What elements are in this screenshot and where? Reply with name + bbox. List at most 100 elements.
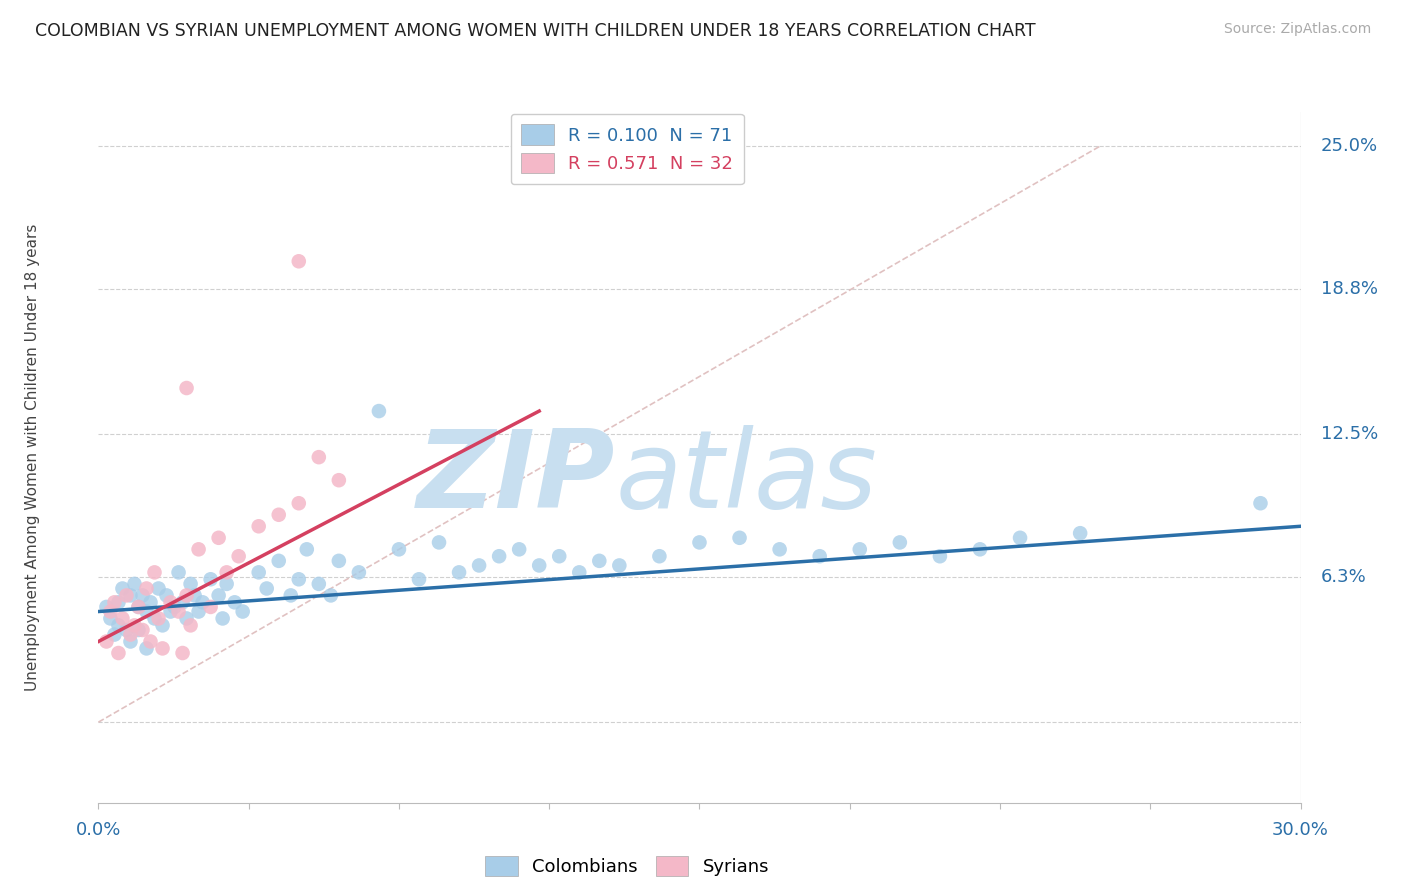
Point: [319, 589, 342, 603]
Point: [111, 611, 134, 625]
Point: [183, 589, 205, 603]
Point: [529, 558, 551, 573]
Point: [215, 566, 238, 580]
Point: [187, 605, 209, 619]
Point: [347, 566, 370, 580]
Text: 0.0%: 0.0%: [76, 822, 121, 839]
Point: [124, 618, 146, 632]
Text: atlas: atlas: [616, 425, 877, 531]
Legend: Colombians, Syrians: Colombians, Syrians: [478, 848, 776, 884]
Point: [488, 549, 510, 564]
Point: [328, 554, 350, 568]
Point: [120, 589, 142, 603]
Point: [187, 542, 209, 557]
Point: [768, 542, 790, 557]
Point: [120, 627, 142, 641]
Point: [568, 566, 591, 580]
Point: [176, 589, 198, 603]
Point: [167, 566, 190, 580]
Point: [167, 605, 190, 619]
Point: [648, 549, 671, 564]
Point: [408, 572, 430, 586]
Point: [163, 599, 186, 614]
Point: [280, 589, 302, 603]
Point: [124, 577, 146, 591]
Point: [148, 611, 170, 625]
Point: [96, 634, 118, 648]
Point: [287, 496, 309, 510]
Point: [427, 535, 450, 549]
Point: [128, 599, 150, 614]
Point: [115, 589, 138, 603]
Point: [224, 595, 246, 609]
Point: [180, 577, 202, 591]
Point: [368, 404, 391, 418]
Point: [208, 531, 231, 545]
Point: [143, 566, 166, 580]
Text: 12.5%: 12.5%: [1320, 425, 1378, 443]
Text: Unemployment Among Women with Children Under 18 years: Unemployment Among Women with Children U…: [25, 224, 39, 690]
Point: [808, 549, 831, 564]
Point: [1250, 496, 1272, 510]
Point: [143, 611, 166, 625]
Point: [232, 605, 254, 619]
Point: [287, 254, 309, 268]
Point: [152, 618, 174, 632]
Point: [328, 473, 350, 487]
Point: [120, 634, 142, 648]
Text: 18.8%: 18.8%: [1320, 280, 1378, 298]
Point: [388, 542, 411, 557]
Text: COLOMBIAN VS SYRIAN UNEMPLOYMENT AMONG WOMEN WITH CHILDREN UNDER 18 YEARS CORREL: COLOMBIAN VS SYRIAN UNEMPLOYMENT AMONG W…: [35, 22, 1036, 40]
Point: [135, 641, 157, 656]
Point: [308, 577, 330, 591]
Point: [131, 589, 153, 603]
Text: 6.3%: 6.3%: [1320, 568, 1367, 586]
Point: [969, 542, 991, 557]
Point: [100, 611, 122, 625]
Point: [200, 599, 222, 614]
Point: [728, 531, 751, 545]
Point: [468, 558, 491, 573]
Point: [1008, 531, 1031, 545]
Point: [267, 508, 290, 522]
Point: [172, 595, 194, 609]
Point: [200, 572, 222, 586]
Point: [849, 542, 872, 557]
Point: [688, 535, 710, 549]
Point: [135, 605, 157, 619]
Point: [287, 572, 309, 586]
Point: [139, 634, 162, 648]
Point: [103, 595, 125, 609]
Point: [176, 611, 198, 625]
Point: [267, 554, 290, 568]
Point: [107, 646, 129, 660]
Text: Source: ZipAtlas.com: Source: ZipAtlas.com: [1223, 22, 1371, 37]
Point: [159, 595, 181, 609]
Point: [208, 589, 231, 603]
Point: [1069, 526, 1091, 541]
Point: [295, 542, 318, 557]
Point: [128, 599, 150, 614]
Point: [96, 599, 118, 614]
Point: [159, 605, 181, 619]
Point: [211, 611, 233, 625]
Point: [548, 549, 571, 564]
Point: [115, 623, 138, 637]
Point: [508, 542, 530, 557]
Point: [103, 627, 125, 641]
Point: [308, 450, 330, 464]
Point: [588, 554, 610, 568]
Point: [228, 549, 250, 564]
Point: [247, 566, 270, 580]
Point: [111, 582, 134, 596]
Point: [176, 381, 198, 395]
Text: 25.0%: 25.0%: [1320, 137, 1378, 155]
Point: [135, 582, 157, 596]
Point: [128, 623, 150, 637]
Point: [447, 566, 470, 580]
Point: [256, 582, 278, 596]
Point: [107, 618, 129, 632]
Point: [609, 558, 631, 573]
Point: [155, 589, 177, 603]
Point: [152, 641, 174, 656]
